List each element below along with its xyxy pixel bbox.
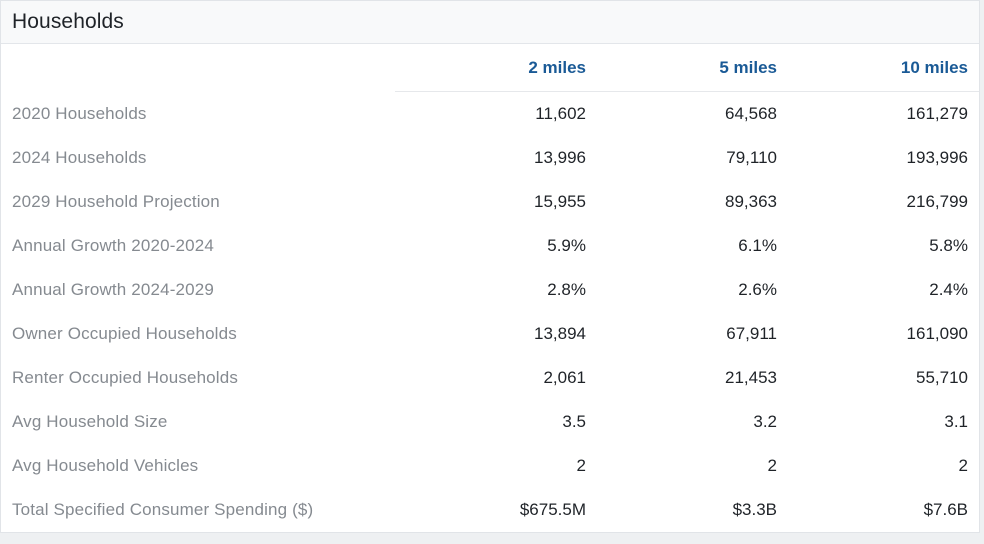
households-table: 2 miles 5 miles 10 miles 2020 Households…: [1, 44, 979, 532]
cell-10-miles: 161,090: [906, 324, 968, 343]
row-label: Avg Household Size: [12, 412, 168, 431]
column-header-10-miles: 10 miles: [777, 44, 979, 92]
cell-10-miles: 161,279: [906, 104, 968, 123]
cell-5-miles: $3.3B: [732, 500, 777, 519]
cell-2-miles: 11,602: [535, 104, 586, 123]
cell-5-miles: 79,110: [726, 148, 777, 167]
table-row: Avg Household Size 3.5 3.2 3.1: [1, 400, 979, 444]
table-row: 2020 Households 11,602 64,568 161,279: [1, 92, 979, 137]
cell-10-miles: 193,996: [906, 148, 968, 167]
cell-10-miles: 2: [958, 456, 968, 475]
table-row: Annual Growth 2024-2029 2.8% 2.6% 2.4%: [1, 268, 979, 312]
cell-10-miles: 2.4%: [929, 280, 968, 299]
table-row: Avg Household Vehicles 2 2 2: [1, 444, 979, 488]
cell-10-miles: 5.8%: [929, 236, 968, 255]
table-row: 2024 Households 13,996 79,110 193,996: [1, 136, 979, 180]
cell-5-miles: 2.6%: [738, 280, 777, 299]
header-label-cell: [1, 44, 395, 92]
cell-10-miles: $7.6B: [923, 500, 968, 519]
cell-5-miles: 89,363: [725, 192, 777, 211]
households-panel: Households 2 miles 5 miles 10 miles 2020…: [0, 0, 980, 533]
row-label: Annual Growth 2024-2029: [12, 280, 214, 299]
cell-2-miles: 13,894: [534, 324, 586, 343]
cell-5-miles: 6.1%: [738, 236, 777, 255]
row-label: Annual Growth 2020-2024: [12, 236, 214, 255]
row-label: Avg Household Vehicles: [12, 456, 199, 475]
cell-10-miles: 216,799: [906, 192, 968, 211]
cell-5-miles: 3.2: [753, 412, 777, 431]
column-header-2-miles: 2 miles: [395, 44, 586, 92]
cell-2-miles: 5.9%: [547, 236, 586, 255]
row-label: Renter Occupied Households: [12, 368, 238, 387]
cell-2-miles: 2,061: [543, 368, 586, 387]
cell-2-miles: $675.5M: [519, 500, 586, 519]
cell-10-miles: 3.1: [944, 412, 968, 431]
cell-5-miles: 67,911: [726, 324, 777, 343]
cell-2-miles: 2.8%: [547, 280, 586, 299]
column-header-5-miles: 5 miles: [586, 44, 777, 92]
cell-2-miles: 3.5: [562, 412, 586, 431]
panel-title: Households: [12, 10, 124, 33]
table-row: Total Specified Consumer Spending ($) $6…: [1, 488, 979, 532]
row-label: 2020 Households: [12, 103, 147, 123]
cell-2-miles: 13,996: [534, 148, 586, 167]
cell-5-miles: 2: [767, 456, 777, 475]
row-label: 2029 Household Projection: [12, 192, 220, 211]
panel-header: Households: [1, 1, 979, 44]
cell-2-miles: 15,955: [534, 192, 586, 211]
cell-5-miles: 64,568: [725, 104, 777, 123]
table-row: 2029 Household Projection 15,955 89,363 …: [1, 180, 979, 224]
row-label: Total Specified Consumer Spending ($): [12, 500, 314, 519]
cell-5-miles: 21,453: [725, 368, 777, 387]
table-row: Owner Occupied Households 13,894 67,911 …: [1, 312, 979, 356]
cell-10-miles: 55,710: [916, 368, 968, 387]
table-header-row: 2 miles 5 miles 10 miles: [1, 44, 979, 92]
cell-2-miles: 2: [576, 456, 586, 475]
row-label: 2024 Households: [12, 148, 147, 167]
table-row: Renter Occupied Households 2,061 21,453 …: [1, 356, 979, 400]
row-label: Owner Occupied Households: [12, 324, 237, 343]
table-row: Annual Growth 2020-2024 5.9% 6.1% 5.8%: [1, 224, 979, 268]
